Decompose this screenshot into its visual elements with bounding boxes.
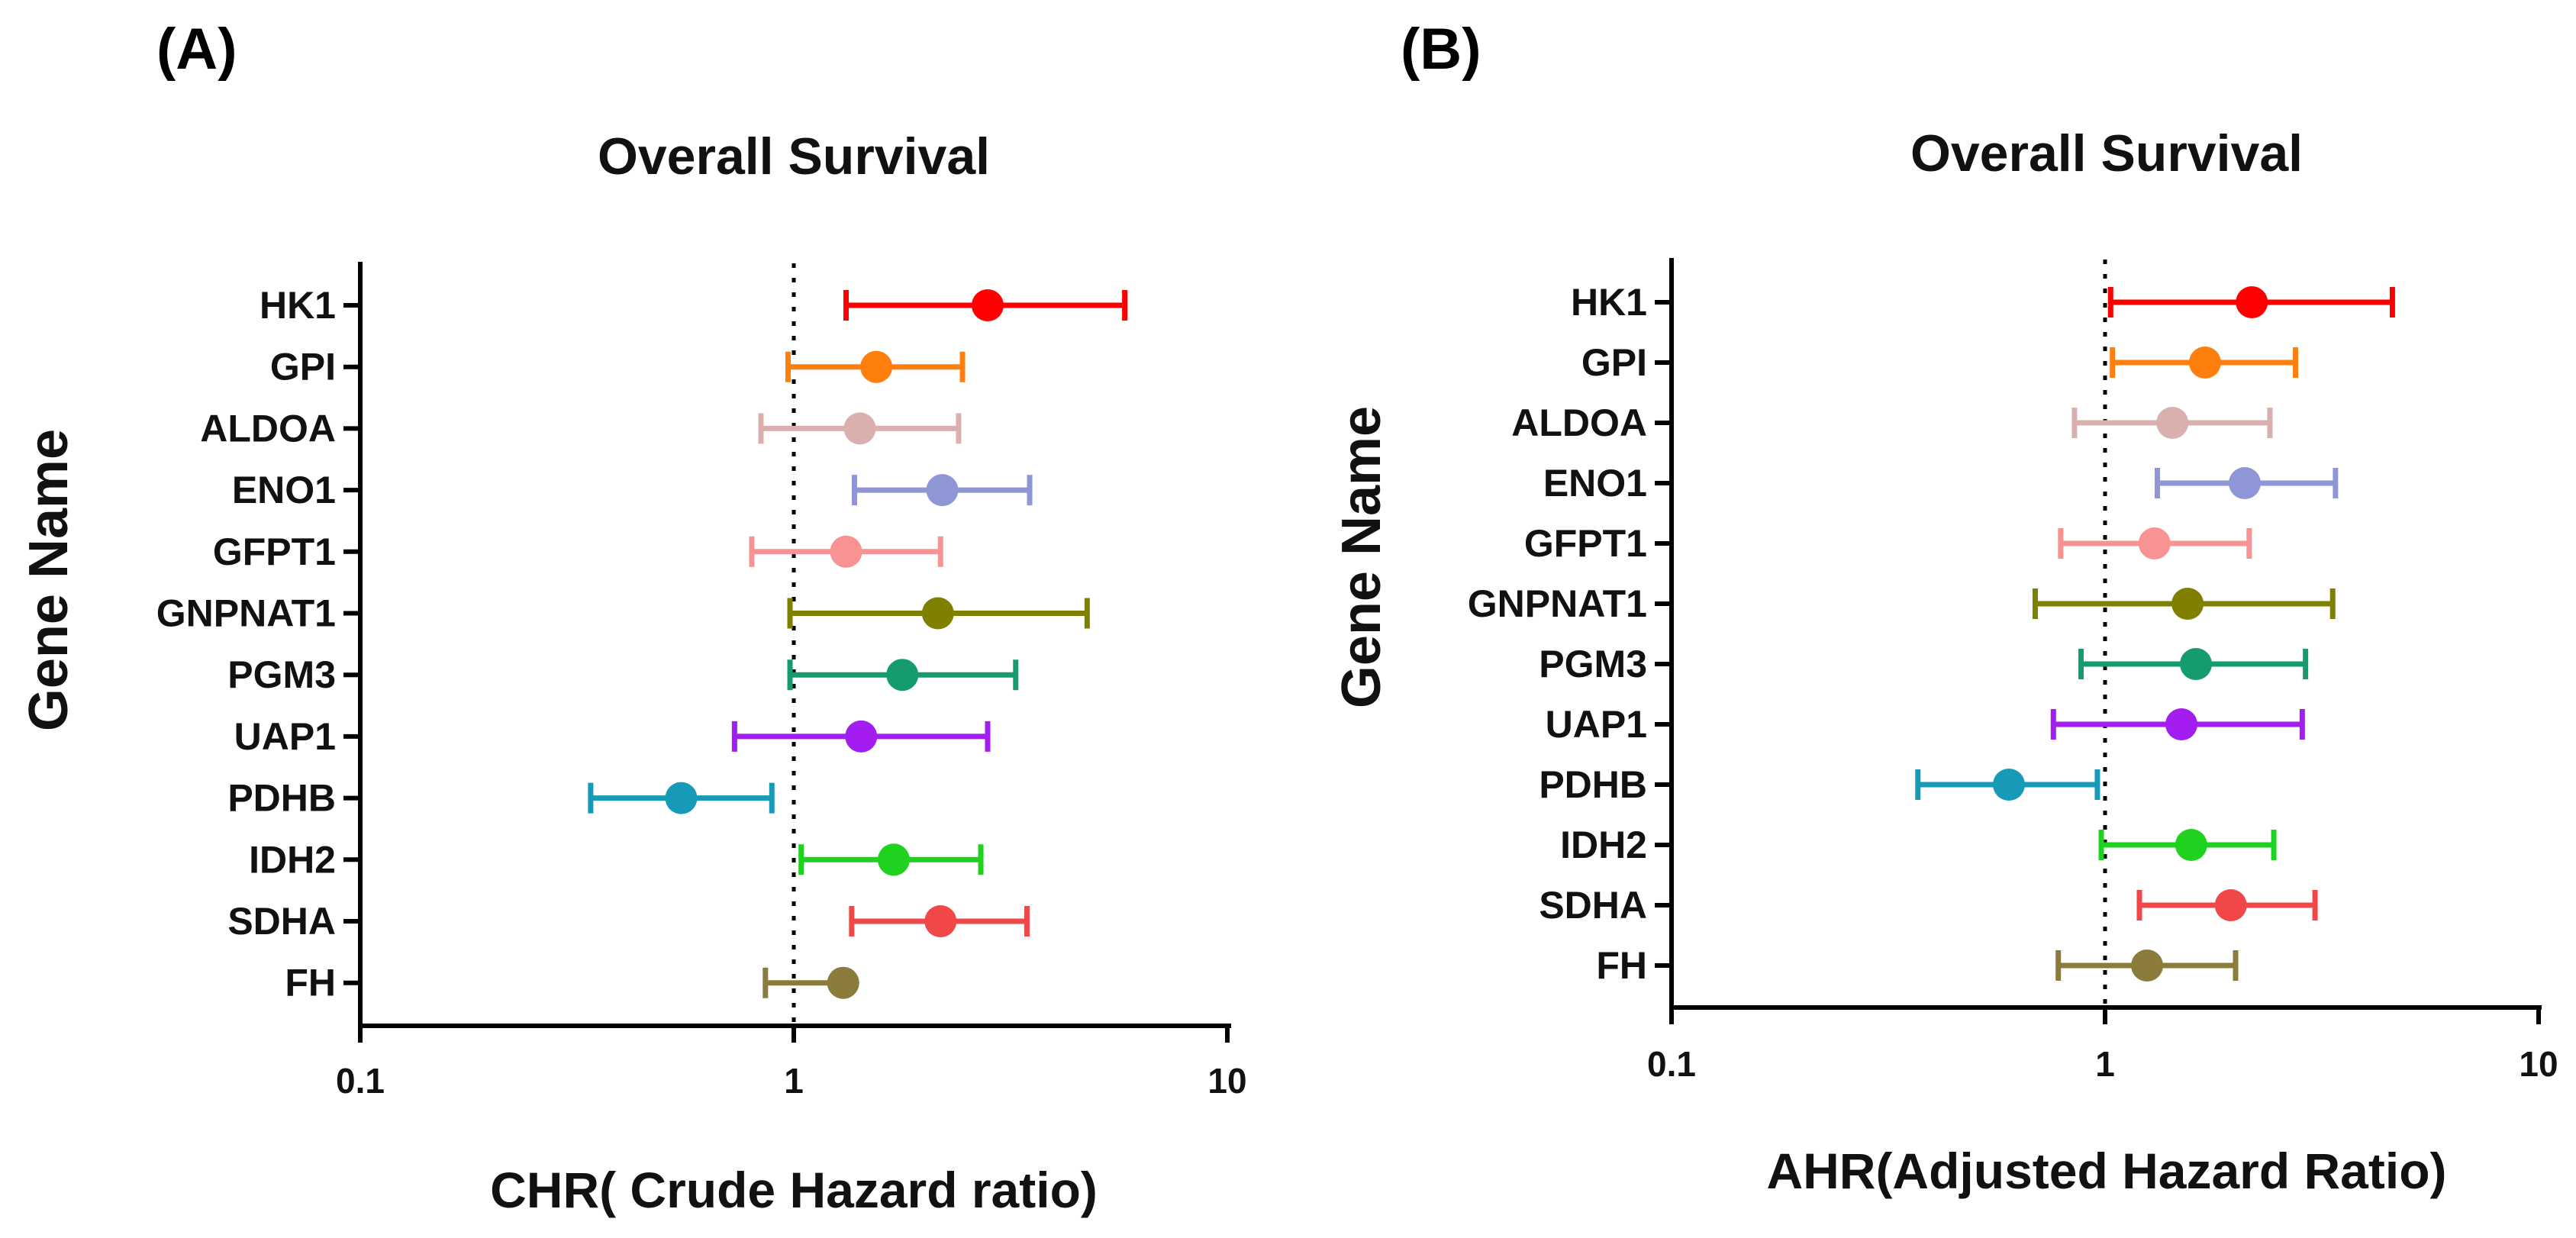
panel-a-label: (A) xyxy=(156,17,237,82)
hr-point-pgm3 xyxy=(2180,648,2213,680)
hr-point-uap1 xyxy=(2165,708,2198,740)
gene-label-gnpnat1: GNPNAT1 xyxy=(156,592,336,635)
hr-point-sdha xyxy=(924,905,957,937)
hr-point-hk1 xyxy=(971,289,1004,321)
panel-b: (B) Overall Survival Gene Name AHR(Adjus… xyxy=(1331,17,2558,1199)
x-tick-label: 1 xyxy=(784,1061,804,1101)
hr-point-uap1 xyxy=(845,720,878,753)
hr-point-aldoa xyxy=(2156,407,2189,439)
hr-point-gfpt1 xyxy=(2138,527,2171,559)
hr-point-eno1 xyxy=(926,474,959,507)
gene-label-uap1: UAP1 xyxy=(234,715,336,758)
panel-a-x-ticks: 0.1 1 10 xyxy=(336,1026,1247,1101)
panel-b-label: (B) xyxy=(1401,17,1481,82)
gene-label-eno1: ENO1 xyxy=(1543,462,1647,505)
panel-a-x-axis-title: CHR( Crude Hazard ratio) xyxy=(490,1162,1098,1218)
panel-a-y-axis-title: Gene Name xyxy=(18,429,79,731)
hr-point-gpi xyxy=(2188,347,2221,379)
panel-a-marks xyxy=(588,289,1128,999)
panel-b-x-axis-title: AHR(Adjusted Hazard Ratio) xyxy=(1766,1143,2446,1199)
gene-label-hk1: HK1 xyxy=(1571,281,1647,324)
hr-point-hk1 xyxy=(2236,286,2268,318)
x-tick-label: 10 xyxy=(2519,1044,2558,1084)
hr-point-fh xyxy=(827,966,859,999)
gene-label-uap1: UAP1 xyxy=(1546,703,1647,746)
panel-b-marks xyxy=(1915,286,2395,982)
gene-label-aldoa: ALDOA xyxy=(200,407,336,450)
hr-point-gpi xyxy=(860,350,893,383)
gene-label-idh2: IDH2 xyxy=(249,838,336,881)
hr-point-gnpnat1 xyxy=(921,597,954,630)
hr-point-idh2 xyxy=(2175,829,2207,861)
gene-label-pgm3: PGM3 xyxy=(1539,643,1647,685)
gene-label-eno1: ENO1 xyxy=(232,469,336,511)
gene-label-gfpt1: GFPT1 xyxy=(213,530,336,573)
gene-label-gpi: GPI xyxy=(270,346,336,388)
gene-label-idh2: IDH2 xyxy=(1560,824,1647,866)
hr-point-aldoa xyxy=(843,412,876,445)
panel-b-title: Overall Survival xyxy=(1910,124,2303,182)
panel-b-x-ticks: 0.1 1 10 xyxy=(1647,1007,2558,1084)
gene-label-pdhb: PDHB xyxy=(227,777,336,820)
hr-point-fh xyxy=(2131,949,2164,982)
panel-a-title: Overall Survival xyxy=(598,127,990,185)
hr-point-pdhb xyxy=(1992,769,2025,801)
x-tick-label: 1 xyxy=(2095,1044,2115,1084)
gene-label-sdha: SDHA xyxy=(1539,884,1647,927)
panel-a-gene-labels: HK1 GPI ALDOA ENO1 GFPT1 GNPNAT1 PGM3 UAP1 PDHB I… xyxy=(156,284,360,1004)
hr-point-idh2 xyxy=(877,843,910,876)
hr-point-gnpnat1 xyxy=(2171,588,2204,620)
hr-point-sdha xyxy=(2214,889,2247,921)
panel-b-gene-labels: HK1 GPI ALDOA ENO1 GFPT1 GNPNAT1 PGM3 UAP1 PDHB I… xyxy=(1468,281,1672,987)
gene-label-pgm3: PGM3 xyxy=(227,653,336,696)
panel-a: (A) Overall Survival Gene Name CHR( Crud… xyxy=(18,17,1247,1218)
hr-point-eno1 xyxy=(2229,467,2262,499)
gene-label-gnpnat1: GNPNAT1 xyxy=(1468,582,1647,625)
gene-label-sdha: SDHA xyxy=(227,900,336,943)
x-tick-label: 10 xyxy=(1207,1061,1246,1101)
gene-label-aldoa: ALDOA xyxy=(1511,401,1647,444)
gene-label-pdhb: PDHB xyxy=(1539,763,1647,806)
hr-point-pdhb xyxy=(665,782,698,814)
x-tick-label: 0.1 xyxy=(336,1061,385,1101)
gene-label-gfpt1: GFPT1 xyxy=(1524,522,1647,565)
hr-point-gfpt1 xyxy=(830,535,862,568)
panel-b-y-axis-title: Gene Name xyxy=(1331,406,1392,708)
gene-label-hk1: HK1 xyxy=(260,284,336,327)
gene-label-fh: FH xyxy=(1596,944,1647,987)
gene-label-fh: FH xyxy=(285,962,336,1004)
gene-label-gpi: GPI xyxy=(1581,341,1647,384)
hr-point-pgm3 xyxy=(886,659,919,692)
x-tick-label: 0.1 xyxy=(1647,1044,1696,1084)
